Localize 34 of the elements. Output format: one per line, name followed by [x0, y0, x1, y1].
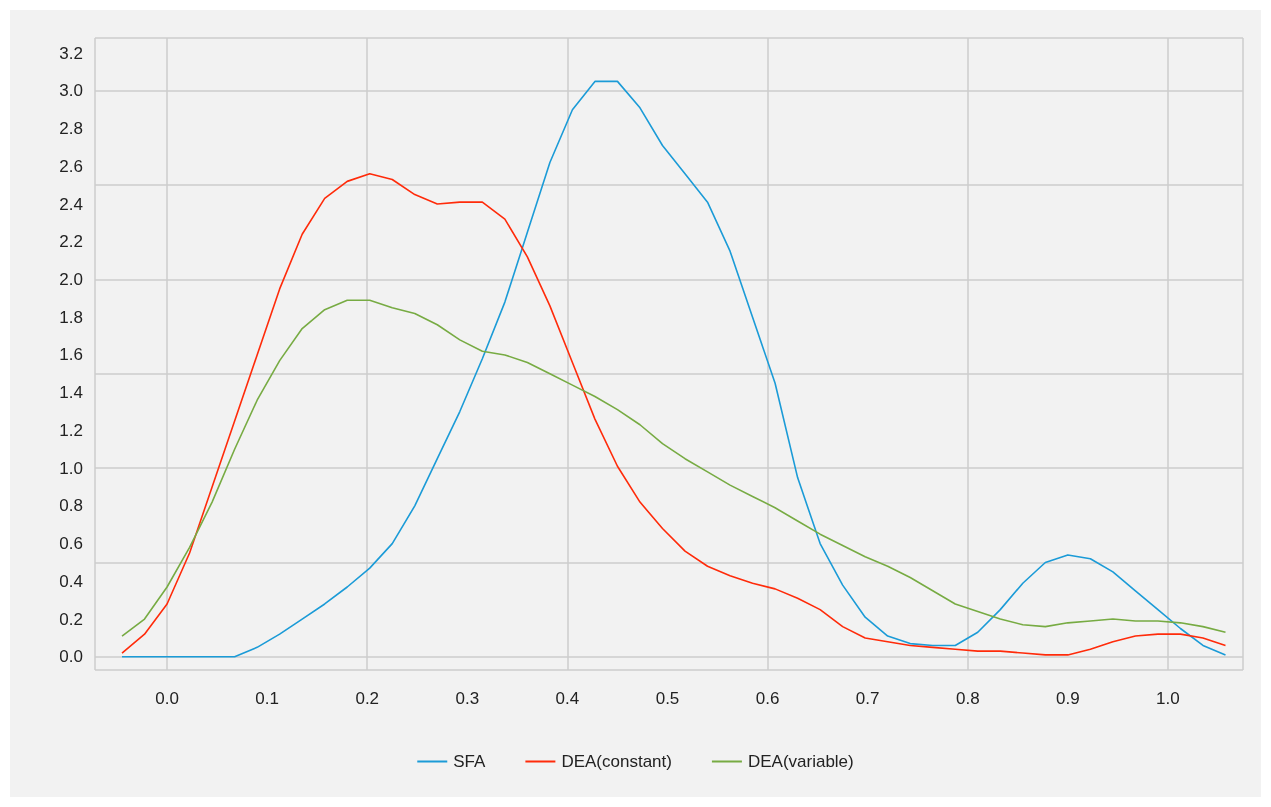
y-tick-label: 2.2 [59, 232, 83, 252]
x-tick-label: 0.5 [655, 689, 680, 708]
x-tick-label: 0.9 [1056, 689, 1080, 708]
line-series [121, 299, 1227, 637]
legend-label: SFA [453, 752, 487, 771]
x-tick-label: 0.7 [855, 689, 880, 708]
y-tick-label: 2.0 [59, 269, 83, 289]
y-tick-label: 0.8 [59, 496, 83, 516]
x-tick-label: 0.8 [955, 689, 980, 708]
y-tick-label: 1.4 [59, 383, 83, 403]
y-tick-label: 0.6 [59, 534, 83, 554]
y-tick-label: 1.8 [59, 307, 83, 327]
x-tick-label: 0.6 [755, 689, 780, 708]
legend-label: DEA(variable) [747, 752, 854, 771]
y-tick-label: 0.2 [59, 609, 83, 629]
y-tick-label: 0.4 [59, 571, 83, 591]
line-series [121, 80, 1227, 658]
y-tick-label: 0.0 [59, 647, 83, 667]
x-tick-label: 0.4 [555, 689, 580, 708]
x-tick-label: 0.3 [455, 689, 480, 708]
y-tick-label: 1.2 [59, 420, 83, 440]
y-tick-label: 2.8 [59, 119, 83, 139]
x-tick-label: 1.0 [1156, 689, 1180, 708]
y-tick-label: 3.2 [59, 43, 83, 63]
x-tick-label: 0.0 [155, 689, 179, 708]
y-tick-label: 2.4 [59, 194, 83, 214]
y-tick-label: 1.6 [59, 345, 83, 365]
y-tick-label: 1.0 [59, 458, 83, 478]
y-tick-label: 3.0 [59, 81, 83, 101]
line-series [121, 173, 1227, 656]
y-tick-label: 2.6 [59, 156, 83, 176]
legend-label: DEA(constant) [561, 752, 672, 771]
x-tick-label: 0.2 [355, 689, 380, 708]
x-tick-label: 0.1 [255, 689, 279, 708]
